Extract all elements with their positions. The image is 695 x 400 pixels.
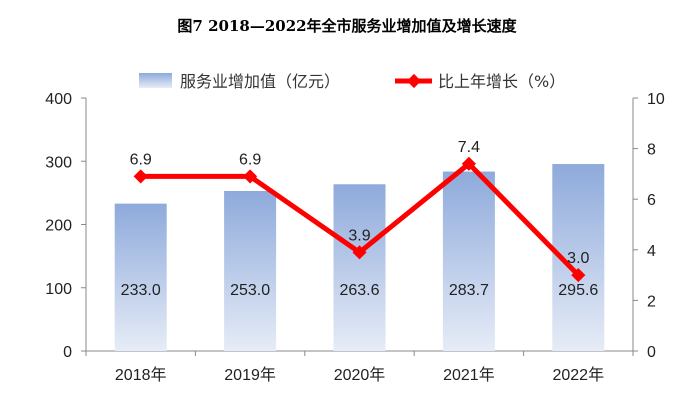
bar-value-label: 233.0 (121, 282, 161, 299)
bar (333, 184, 386, 351)
line-value-label: 6.9 (239, 151, 261, 168)
right-tick-label: 10 (647, 91, 665, 108)
right-tick-label: 4 (647, 243, 656, 260)
line-marker (461, 156, 476, 171)
bar-value-label: 263.6 (339, 282, 379, 299)
line-value-label: 3.9 (348, 227, 370, 244)
bar-value-label: 295.6 (558, 282, 598, 299)
line-value-label: 6.9 (130, 151, 152, 168)
x-tick-label: 2020年 (334, 366, 386, 384)
left-tick-label: 0 (63, 344, 72, 361)
legend-line-marker (406, 73, 422, 89)
left-tick-label: 100 (45, 281, 72, 298)
line-marker (352, 245, 367, 260)
line-value-label: 3.0 (567, 250, 589, 267)
left-tick-label: 300 (45, 154, 72, 171)
right-tick-label: 8 (647, 142, 656, 159)
bar-value-label: 253.0 (230, 282, 270, 299)
x-tick-label: 2022年 (552, 366, 604, 384)
chart-title: 图7 2018—2022年全市服务业增加值及增长速度 (177, 17, 517, 35)
legend-line-label: 比上年增长（%） (438, 72, 565, 91)
x-tick-label: 2021年 (443, 366, 495, 384)
right-tick-label: 0 (647, 344, 656, 361)
right-tick-label: 6 (647, 192, 656, 209)
left-tick-label: 200 (45, 218, 72, 235)
bar (224, 190, 277, 351)
legend-bar-swatch (139, 73, 172, 88)
bar (442, 171, 495, 351)
bar (114, 203, 167, 351)
line-marker (571, 268, 586, 283)
line-marker (133, 169, 148, 184)
left-tick-label: 400 (45, 91, 72, 108)
right-tick-label: 2 (647, 293, 656, 310)
bar-value-label: 283.7 (449, 282, 489, 299)
line-marker (243, 169, 258, 184)
line-value-label: 7.4 (458, 139, 480, 156)
x-tick-label: 2018年 (115, 366, 167, 384)
x-tick-label: 2019年 (224, 366, 276, 384)
legend-bar-label: 服务业增加值（亿元） (180, 72, 340, 91)
